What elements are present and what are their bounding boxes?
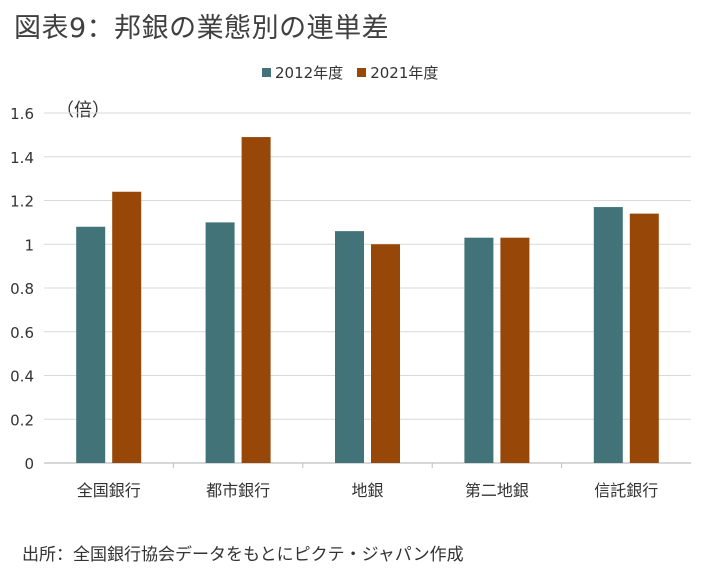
- x-tick-label: 信託銀行: [594, 481, 658, 500]
- bar-2021: [500, 237, 530, 463]
- legend-swatch-2012: [262, 68, 271, 77]
- bar-2012: [76, 226, 106, 463]
- bar-2012: [464, 237, 494, 463]
- legend-label-2012: 2012年度: [275, 64, 344, 82]
- y-tick-label: 1.6: [10, 105, 34, 123]
- y-tick-label: 0: [24, 455, 34, 473]
- legend-label-2021: 2021年度: [370, 64, 439, 82]
- x-tick-label: 地銀: [351, 481, 383, 500]
- y-axis-unit-label: （倍）: [56, 100, 110, 121]
- y-tick-label: 1: [24, 236, 34, 254]
- y-tick-label: 0.6: [10, 324, 34, 342]
- bar-2021: [629, 213, 659, 463]
- bar-2021: [371, 244, 400, 463]
- bar-2012: [593, 207, 623, 463]
- y-tick-label: 1.2: [10, 193, 34, 211]
- bar-2012: [335, 231, 364, 463]
- chart-legend: 2012年度 2021年度: [262, 62, 452, 83]
- x-tick-label: 第二地銀: [465, 481, 529, 500]
- legend-item-2012: 2012年度: [262, 62, 343, 83]
- chart-title: 図表9：邦銀の業態別の連単差: [14, 13, 390, 44]
- bar-2021: [241, 137, 271, 463]
- y-tick-label: 1.4: [10, 149, 34, 167]
- bar-2021: [112, 191, 142, 463]
- legend-item-2021: 2021年度: [357, 62, 438, 83]
- source-note: 出所：全国銀行協会データをもとにピクテ・ジャパン作成: [22, 545, 464, 565]
- legend-swatch-2021: [357, 68, 367, 77]
- x-tick-label: 全国銀行: [77, 481, 141, 500]
- x-tick-label: 都市銀行: [206, 481, 270, 500]
- y-tick-label: 0.2: [10, 411, 34, 429]
- bar-2012: [205, 222, 235, 463]
- y-tick-label: 0.4: [10, 368, 34, 386]
- y-tick-label: 0.8: [10, 280, 34, 298]
